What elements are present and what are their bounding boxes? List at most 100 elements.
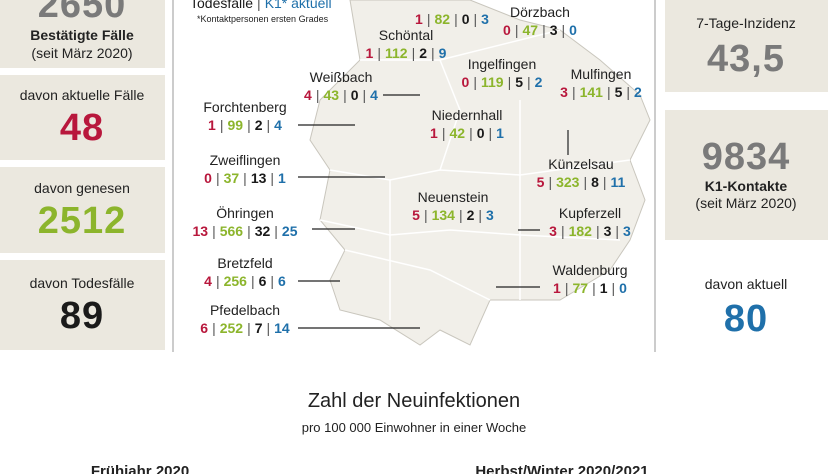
town-value: 1 [430,125,438,141]
stat-note: (seit März 2020) [31,45,133,61]
town-value: 4 [274,117,282,133]
town-value: 8 [591,174,599,190]
box [0,75,165,160]
town-value: 3 [486,207,494,223]
separator: | [615,223,620,239]
town-name: Öhringen [216,205,274,221]
separator: | [606,84,611,100]
town-value: 134 [431,207,455,223]
town-values: 5 | 134 | 2 | 3 [412,208,494,222]
town-values: 3 | 182 | 3 | 3 [549,224,631,238]
separator: | [602,174,607,190]
town-values: 4 | 256 | 6 | 6 [204,274,286,288]
town-value: 2 [254,117,263,133]
box [665,110,828,240]
town-value: 2 [534,74,543,90]
separator: | [250,273,255,289]
separator: | [611,280,616,296]
stat-value: 9834 [701,136,791,178]
legend-item: Todesfälle [190,0,254,11]
town-values: 1 | 82 | 0 | 3 [415,12,489,26]
section-title: Zahl der Neuinfektionen [307,390,521,412]
separator: | [542,22,546,38]
separator: | [219,117,224,133]
town-value: 11 [610,174,626,190]
town-value: 5 [614,84,623,100]
stat-note: (seit März 2020) [695,195,797,211]
separator: | [595,223,600,239]
separator: | [215,273,220,289]
stat-label: 7-Tage-Inzidenz [696,15,796,31]
stat-value: 2512 [37,200,127,242]
town-values: 3 | 141 | 5 | 2 [560,85,642,99]
town-name: Bretzfeld [217,255,273,271]
town-values: 1 | 112 | 2 | 9 [366,46,447,60]
separator: | [270,170,275,186]
town-value: 6 [258,273,267,289]
town-value: 141 [579,84,603,100]
town-name: Ingelfingen [467,56,537,72]
stat-value: 43,5 [707,38,785,80]
separator: | [564,280,569,296]
town-values: 1 | 42 | 0 | 1 [430,126,504,140]
town-values: 1 | 77 | 1 | 0 [553,281,627,295]
town-value: 37 [223,170,240,186]
town-values: 5 | 323 | 8 | 11 [537,175,626,189]
separator: | [571,84,576,100]
town-value: 0 [461,74,470,90]
separator: | [431,45,435,61]
town-value: 323 [556,174,580,190]
stat-label: davon aktuelle Fälle [19,87,145,103]
separator: | [592,280,596,296]
box [0,260,165,350]
town-value: 43 [323,87,340,103]
town-value: 3 [549,223,557,239]
town-name: Zweiflingen [209,152,281,168]
separator: | [458,207,463,223]
town-value: 25 [281,223,298,239]
town-name: Waldenburg [552,262,628,278]
town-value: 1 [365,45,374,61]
town-value: 5 [412,207,420,223]
separator: | [507,74,512,90]
column-title: Frühjahr 2020 [90,463,190,474]
separator: | [362,87,367,103]
town-value: 1 [599,280,608,296]
town-value: 99 [227,117,244,133]
town-value: 3 [549,22,558,38]
legend-item: K1* aktuell [264,0,332,11]
stat-label: davon aktuell [704,276,788,292]
leader-lines [298,94,569,329]
separator: | [215,170,220,186]
stat-value: 2650 [37,0,127,26]
separator: | [247,320,251,336]
town-name: Schöntal [378,27,434,43]
column-title: Herbst/Winter 2020/2021 [475,463,649,474]
town-values: 1 | 99 | 2 | 4 [208,118,282,132]
town-value: 4 [370,87,378,103]
separator: | [212,223,216,239]
separator: | [454,11,458,27]
town-value: 256 [223,273,247,289]
town-value: 566 [219,223,244,239]
separator: | [411,45,416,61]
town-name: Dörzbach [510,4,570,20]
town-value: 3 [603,223,612,239]
stat-label: Bestätigte Fälle [30,27,134,43]
separator: | [527,74,531,90]
separator: | [473,11,478,27]
town-value: 3 [623,223,631,239]
town-name: Pfedelbach [209,302,281,318]
town-value: 1 [415,11,423,27]
town-values: 0 | 47 | 3 | 0 [503,23,577,37]
town-value: 182 [568,223,592,239]
town-value: 0 [204,170,212,186]
town-values: 0 | 119 | 5 | 2 [462,75,543,89]
separator: | [561,22,566,38]
separator: | [469,125,473,141]
town-name: Niedernhall [431,107,503,123]
separator: | [478,207,483,223]
stat-label: K1-Kontakte [704,178,788,194]
